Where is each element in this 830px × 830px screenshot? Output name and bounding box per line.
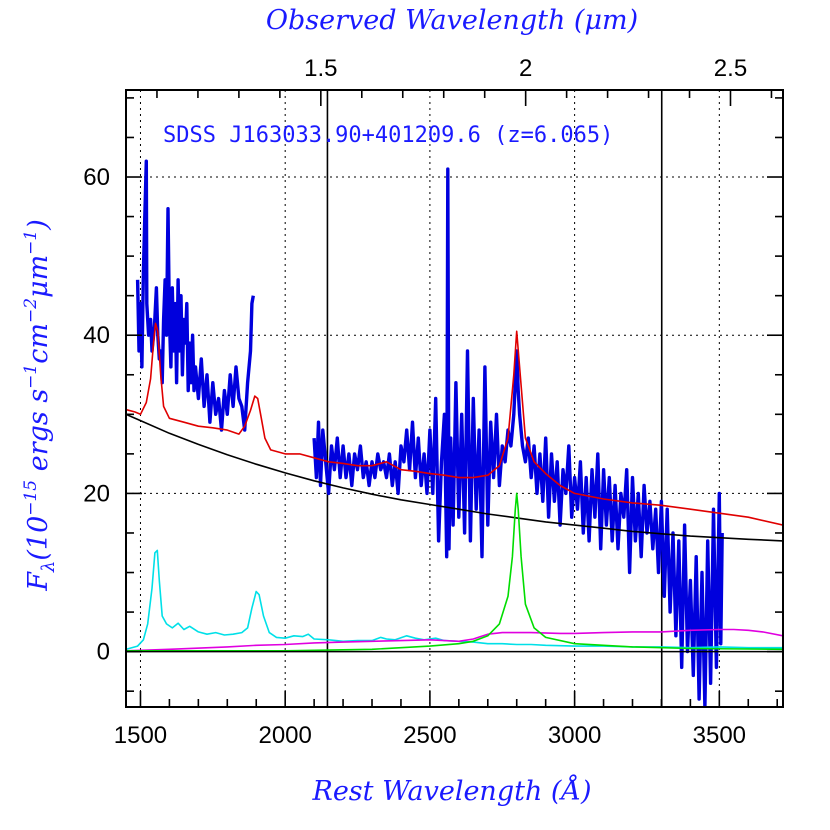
x-tick-label: 1500 — [114, 722, 167, 749]
plot-annotation: SDSS J163033.90+401209.6 (z=6.065) — [163, 123, 613, 148]
y-axis-title: Fλ(10−15 ergs s−1cm−2μm−1) — [21, 219, 59, 592]
series-model — [126, 322, 783, 526]
top-axis-title: Observed Wavelength (μm) — [266, 5, 638, 36]
y-title-mid3: μm — [23, 255, 54, 298]
spectrum-series — [126, 159, 783, 707]
x-axis-title: Rest Wavelength (Å) — [311, 774, 591, 807]
plot-frame — [125, 89, 784, 708]
y-tick-label: 20 — [83, 480, 110, 507]
y-title-exp1: −15 — [21, 480, 41, 516]
y-tick-label: 60 — [83, 164, 110, 191]
y-title-sub: λ — [38, 561, 59, 573]
x-tick-label: 2000 — [258, 722, 311, 749]
series-observed — [312, 167, 724, 707]
y-title-f: F — [23, 571, 54, 592]
y-title-open: (10 — [23, 516, 54, 561]
axis-ticks — [126, 90, 783, 707]
observed-band-lines — [326, 90, 663, 707]
grid-lines — [126, 90, 783, 707]
y-title-close: ) — [23, 219, 54, 231]
series-observed — [135, 159, 255, 432]
y-title-exp3: −2 — [21, 298, 41, 323]
x-tick-label: 3000 — [548, 722, 601, 749]
x2-tick-label: 2.5 — [714, 55, 747, 82]
y-title-exp4: −1 — [21, 230, 41, 255]
series-continuum — [126, 413, 783, 542]
y-title-mid2: cm — [23, 323, 54, 364]
x2-tick-label: 2 — [519, 55, 532, 82]
series-iron-template — [126, 628, 783, 652]
x2-tick-label: 1.5 — [304, 55, 337, 82]
series-mgii-line — [126, 492, 783, 652]
axis-tick-labels: 1500 2000 2500 3000 3500 0 20 40 60 1.5 2 2.5 — [83, 55, 747, 749]
y-title-exp2: −1 — [21, 364, 41, 389]
x-tick-label: 3500 — [693, 722, 746, 749]
y-tick-label: 0 — [97, 639, 110, 666]
y-tick-label: 40 — [83, 322, 110, 349]
x-tick-label: 2500 — [403, 722, 456, 749]
series-emission-lines — [126, 549, 783, 651]
y-title-mid1: ergs s — [23, 389, 54, 480]
